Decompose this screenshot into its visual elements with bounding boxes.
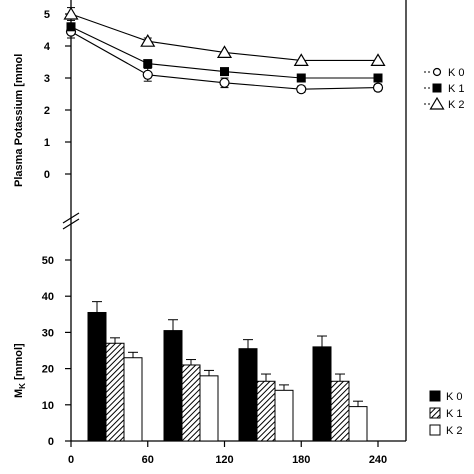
data-point-k0 [372, 82, 384, 93]
bar-k2 [199, 375, 219, 442]
bar-y-tick-label: 20 [42, 364, 54, 376]
bar-y-tick-label: 0 [48, 436, 54, 448]
data-point-k0 [219, 77, 230, 88]
data-point-k1 [373, 73, 383, 83]
x-ticks: 0 60 120 180 240 [68, 441, 387, 466]
data-point-k1 [66, 22, 76, 32]
bar-y-tick-label: 40 [42, 291, 54, 303]
bar-k1 [256, 380, 276, 442]
legend-swatch-k1 [429, 407, 441, 419]
legend-label-k0: K 0 [448, 67, 465, 79]
line-y-tick-label: 5 [44, 9, 50, 21]
legend-marker-k0 [432, 67, 442, 77]
legend-label-k2: K 2 [446, 425, 463, 437]
data-point-k2 [216, 45, 233, 59]
line-y-tick-label: 4 [44, 41, 51, 53]
bar-y-tick-label: 10 [42, 400, 54, 412]
line-legend: K 0 K 1 K 2 [424, 67, 465, 111]
legend-marker-k1 [432, 83, 442, 93]
line-y-tick-label: 3 [44, 73, 50, 85]
legend-label-k2: K 2 [448, 99, 465, 111]
legend-label-k0: K 0 [446, 391, 463, 403]
legend-label-k1: K 1 [448, 83, 465, 95]
bar-y-axis-label: MK [mmol] [13, 343, 27, 398]
line-series-group [63, 6, 386, 95]
data-point-k2 [140, 34, 156, 47]
data-point-k1 [296, 73, 306, 83]
bar-k0 [87, 311, 107, 442]
bar-legend: K 0 K 1 K 2 [429, 390, 463, 437]
bar-k1 [105, 342, 125, 442]
axis-break [62, 212, 80, 230]
data-point-k1 [143, 59, 153, 69]
legend-marker-k2 [429, 96, 445, 110]
line-y-axis-label: Plasma Potassium [mmol [13, 54, 25, 187]
bar-y-tick-label: 50 [42, 255, 54, 267]
bar-y-ticks: 0 10 20 30 40 50 [42, 255, 71, 448]
legend-swatch-k2 [429, 424, 441, 436]
line-y-tick-label: 0 [44, 169, 50, 181]
bar-series-group [87, 301, 368, 442]
x-tick-label: 180 [292, 454, 310, 466]
line-y-tick-label: 1 [44, 137, 50, 149]
data-point-k0 [142, 69, 153, 80]
bar-y-tick-label: 30 [42, 327, 54, 339]
bar-k0 [238, 348, 258, 442]
bar-k1 [330, 380, 350, 442]
data-point-k2 [370, 53, 386, 67]
line-y-tick-label: 2 [44, 105, 50, 117]
data-point-k2 [63, 6, 79, 20]
bar-k2 [274, 389, 294, 442]
x-tick-label: 120 [215, 454, 233, 466]
bar-k2 [123, 357, 143, 442]
x-tick-label: 60 [142, 454, 154, 466]
legend-label-k1: K 1 [446, 408, 463, 420]
legend-swatch-k0 [429, 390, 441, 402]
line-y-ticks: 0 1 2 3 4 5 [44, 9, 71, 181]
data-point-k2 [293, 53, 309, 67]
bar-k0 [163, 330, 183, 442]
bar-k0 [312, 346, 332, 442]
bar-k2 [348, 406, 368, 442]
x-tick-label: 240 [369, 454, 387, 466]
x-tick-label: 0 [68, 454, 74, 466]
data-point-k0 [296, 84, 307, 95]
data-point-k1 [220, 67, 229, 77]
bar-k1 [181, 364, 201, 442]
